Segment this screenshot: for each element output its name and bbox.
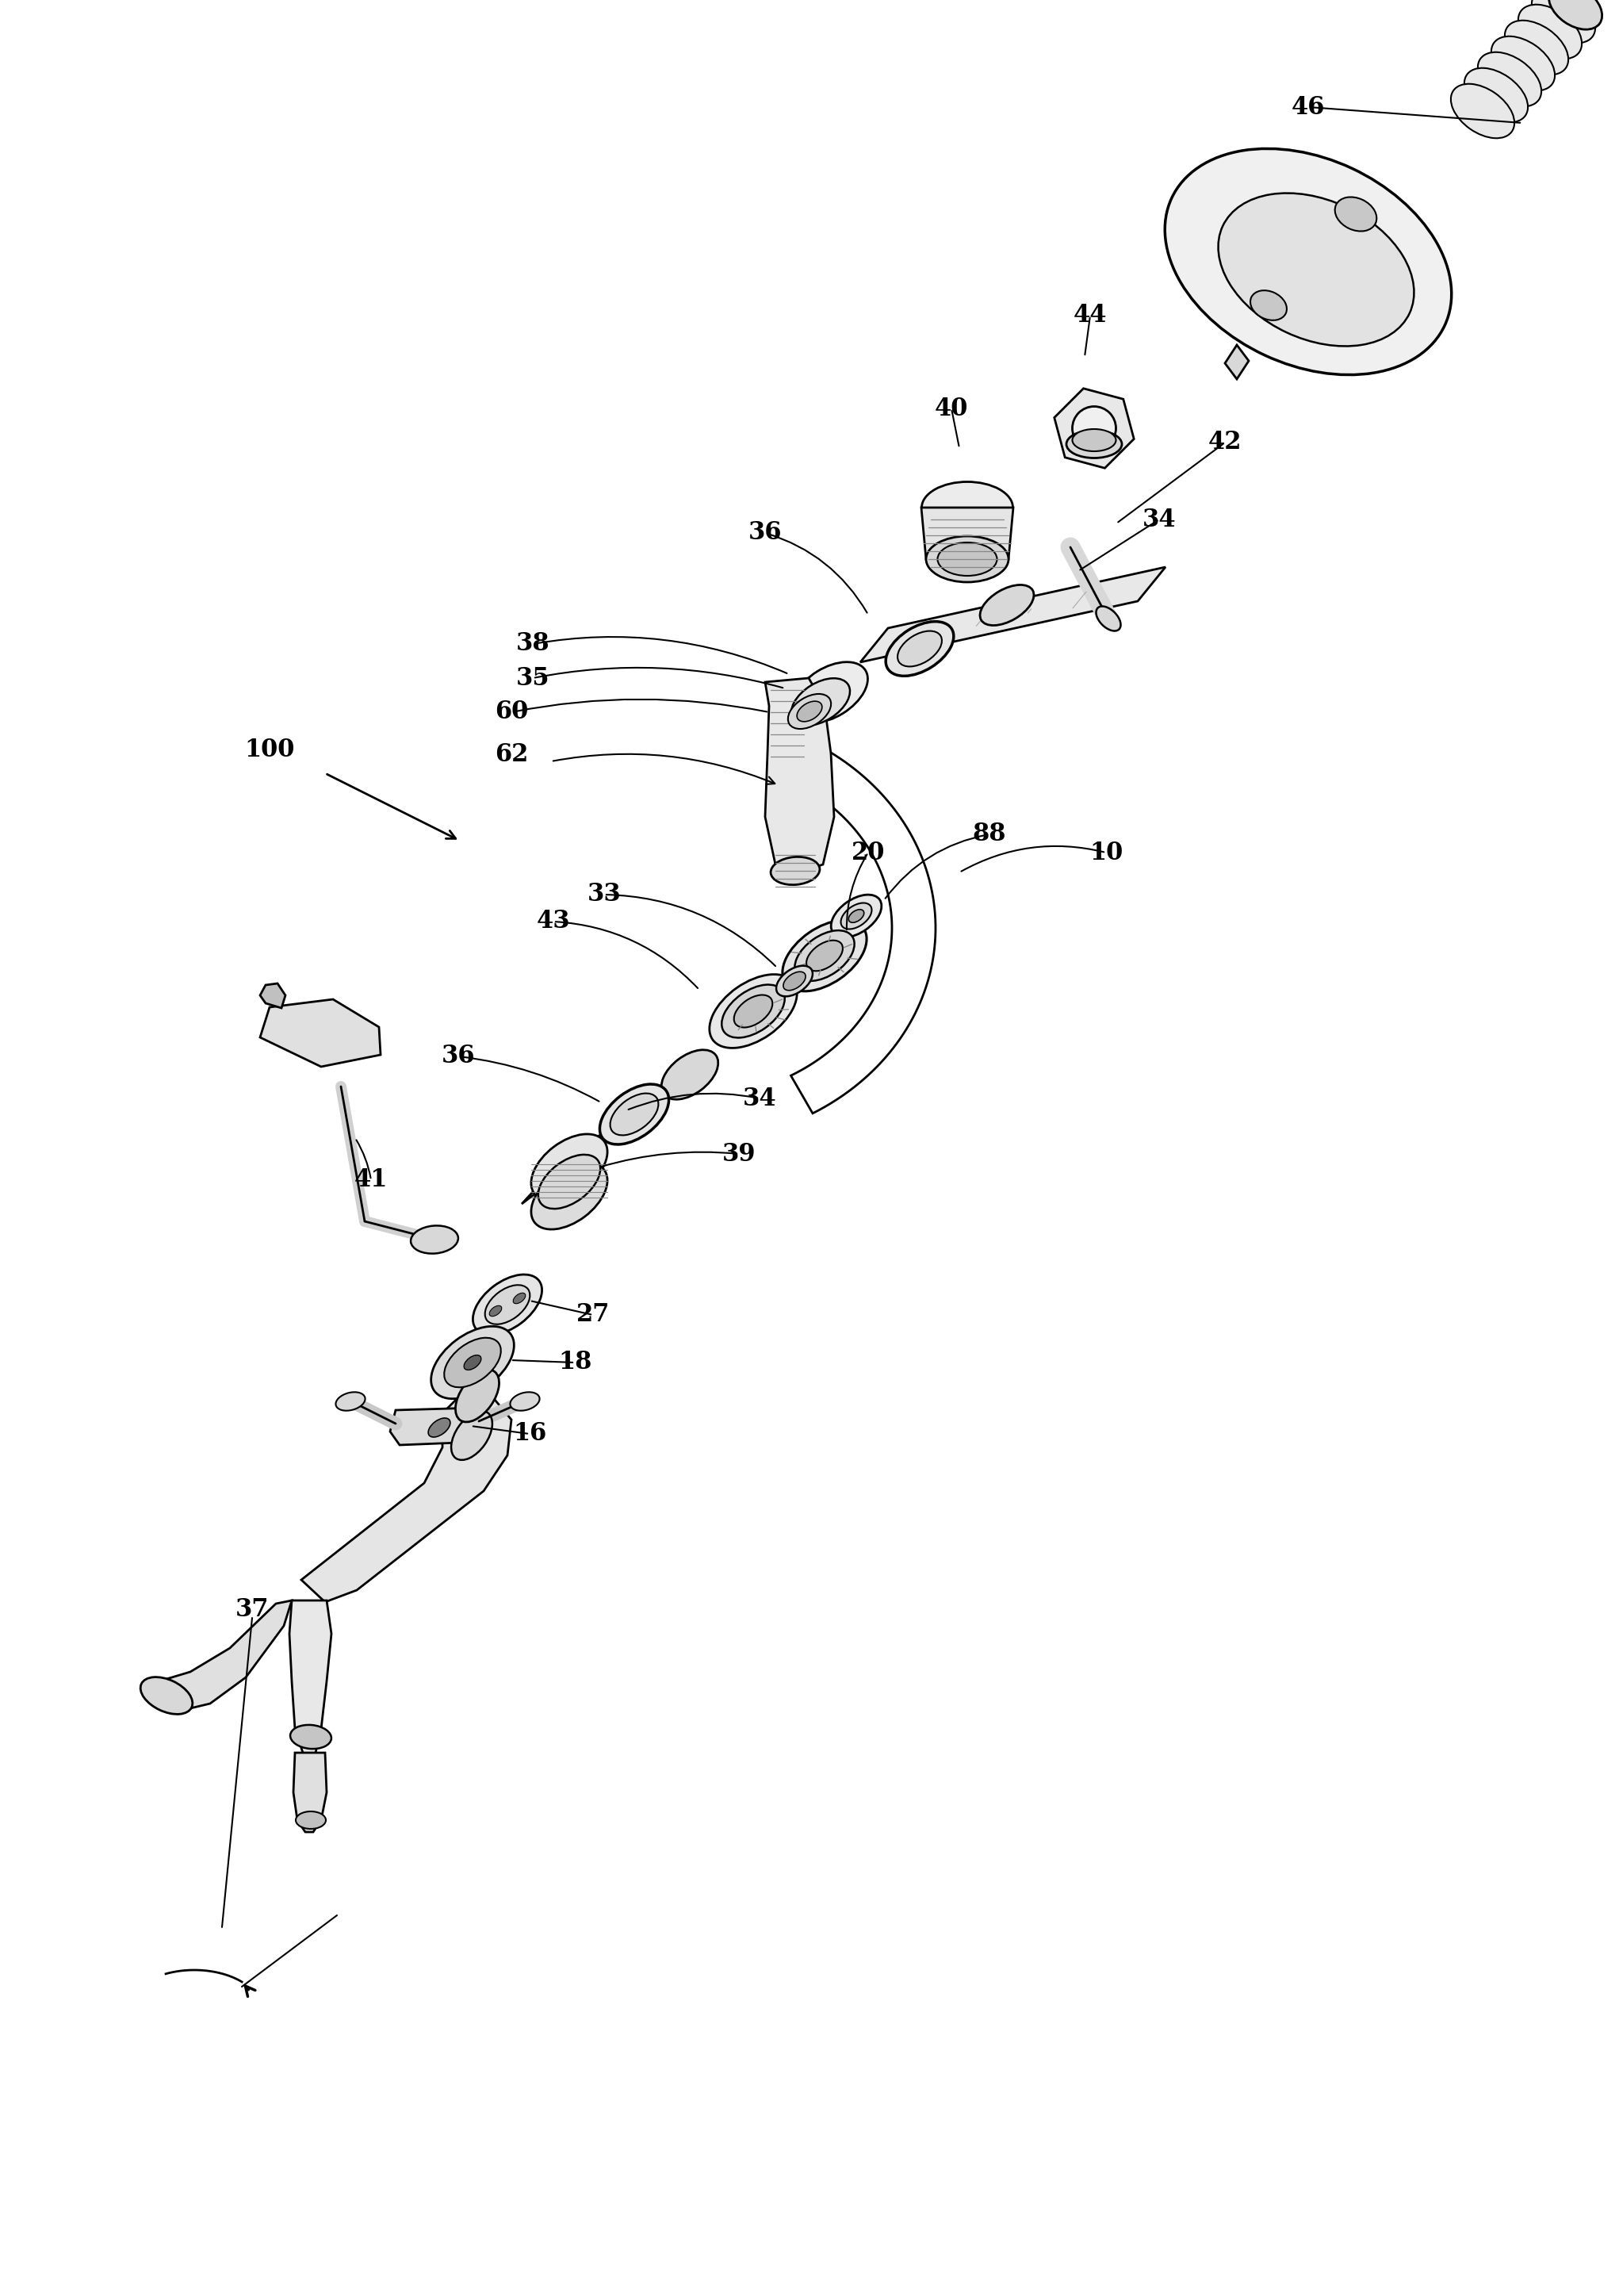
Text: 46: 46: [1292, 94, 1324, 119]
Ellipse shape: [1067, 429, 1122, 457]
Ellipse shape: [1519, 5, 1582, 60]
Ellipse shape: [1504, 21, 1569, 76]
Ellipse shape: [722, 985, 785, 1038]
Text: 33: 33: [588, 882, 622, 907]
Polygon shape: [154, 1600, 291, 1713]
Ellipse shape: [531, 1162, 607, 1228]
Polygon shape: [1054, 388, 1133, 468]
Ellipse shape: [1336, 197, 1376, 232]
Ellipse shape: [444, 1339, 500, 1387]
Polygon shape: [766, 677, 834, 872]
Text: 20: 20: [852, 840, 886, 866]
Ellipse shape: [290, 1724, 332, 1750]
Ellipse shape: [1072, 429, 1115, 452]
Ellipse shape: [1532, 0, 1595, 44]
Polygon shape: [860, 567, 1166, 661]
Text: 10: 10: [1090, 840, 1122, 866]
Polygon shape: [390, 1407, 486, 1444]
Ellipse shape: [831, 895, 881, 937]
Polygon shape: [290, 1600, 332, 1761]
Ellipse shape: [1072, 406, 1115, 450]
Ellipse shape: [897, 631, 942, 666]
Text: 100: 100: [244, 737, 295, 762]
Ellipse shape: [1549, 0, 1603, 30]
Text: 43: 43: [536, 909, 570, 934]
Ellipse shape: [806, 941, 843, 971]
Ellipse shape: [1217, 193, 1413, 347]
Ellipse shape: [531, 1134, 607, 1201]
Ellipse shape: [1166, 149, 1452, 374]
Ellipse shape: [599, 1084, 669, 1143]
Ellipse shape: [473, 1274, 542, 1334]
Polygon shape: [293, 1752, 327, 1832]
Ellipse shape: [452, 1412, 492, 1460]
Ellipse shape: [782, 921, 866, 992]
Text: 40: 40: [934, 397, 968, 420]
Ellipse shape: [411, 1226, 458, 1254]
Ellipse shape: [926, 537, 1009, 583]
Text: 36: 36: [748, 521, 782, 544]
Ellipse shape: [141, 1676, 193, 1715]
Ellipse shape: [797, 700, 822, 721]
Text: 18: 18: [559, 1350, 591, 1375]
Ellipse shape: [776, 967, 813, 996]
Ellipse shape: [431, 1327, 515, 1398]
Ellipse shape: [486, 1286, 529, 1325]
Text: 34: 34: [743, 1086, 777, 1111]
Polygon shape: [301, 1391, 512, 1603]
Ellipse shape: [979, 585, 1035, 625]
Text: 44: 44: [1073, 303, 1107, 328]
Ellipse shape: [1491, 37, 1554, 90]
Ellipse shape: [335, 1391, 366, 1410]
Text: 27: 27: [576, 1302, 610, 1327]
Text: 42: 42: [1208, 429, 1242, 455]
Polygon shape: [261, 999, 380, 1068]
Ellipse shape: [489, 1306, 502, 1316]
Ellipse shape: [886, 622, 954, 675]
Text: 38: 38: [516, 631, 550, 657]
Ellipse shape: [1451, 85, 1514, 138]
Text: 34: 34: [1143, 507, 1175, 533]
Ellipse shape: [1250, 289, 1287, 319]
Ellipse shape: [840, 902, 871, 930]
Ellipse shape: [733, 994, 772, 1026]
Ellipse shape: [662, 1049, 719, 1100]
Text: 37: 37: [235, 1598, 269, 1623]
Polygon shape: [521, 1054, 706, 1203]
Ellipse shape: [510, 1391, 539, 1410]
Ellipse shape: [788, 693, 831, 728]
Ellipse shape: [610, 1093, 659, 1134]
Ellipse shape: [784, 971, 806, 990]
Ellipse shape: [1478, 53, 1541, 106]
Ellipse shape: [1464, 69, 1528, 122]
Ellipse shape: [513, 1293, 526, 1304]
Ellipse shape: [771, 856, 819, 884]
Polygon shape: [921, 507, 1013, 560]
Text: 60: 60: [495, 700, 528, 726]
Ellipse shape: [1096, 606, 1120, 631]
Text: 88: 88: [973, 822, 1007, 847]
Text: 35: 35: [516, 666, 549, 691]
Text: 39: 39: [722, 1141, 756, 1166]
Ellipse shape: [848, 909, 865, 923]
Ellipse shape: [795, 930, 855, 980]
Ellipse shape: [465, 1355, 481, 1371]
Ellipse shape: [455, 1371, 499, 1421]
Text: 62: 62: [494, 742, 528, 767]
Text: 16: 16: [513, 1421, 546, 1446]
Ellipse shape: [792, 677, 850, 726]
Polygon shape: [1226, 344, 1248, 379]
Ellipse shape: [921, 482, 1013, 533]
Ellipse shape: [429, 1419, 450, 1437]
Ellipse shape: [538, 1155, 601, 1208]
Text: 36: 36: [442, 1045, 474, 1068]
Polygon shape: [261, 983, 285, 1008]
Ellipse shape: [792, 661, 868, 723]
Text: 41: 41: [355, 1169, 389, 1192]
Ellipse shape: [709, 974, 797, 1047]
Ellipse shape: [296, 1812, 325, 1830]
Ellipse shape: [937, 542, 997, 576]
